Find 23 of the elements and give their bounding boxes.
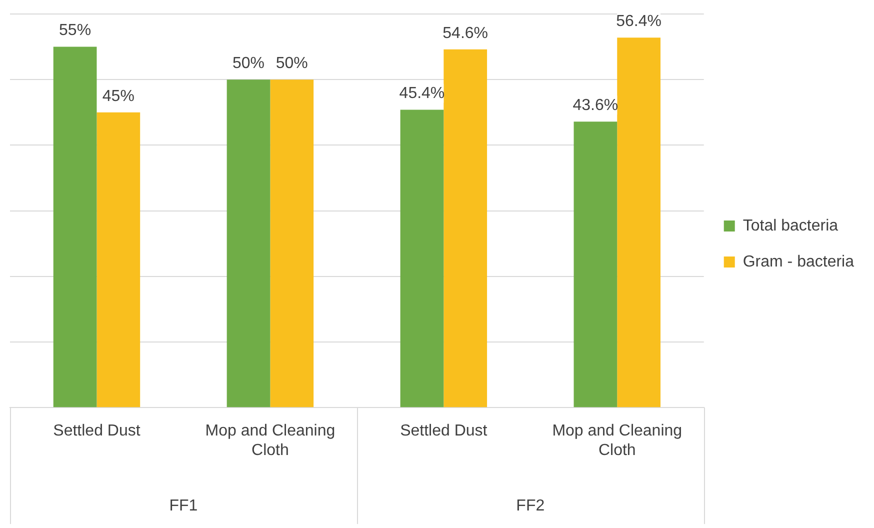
bar (574, 122, 618, 408)
data-label: 50% (276, 55, 308, 72)
bar (53, 46, 97, 408)
bar (400, 110, 444, 408)
bar (270, 80, 314, 408)
legend-label: Gram - bacteria (742, 253, 854, 270)
text: FF1 (169, 497, 198, 514)
x-tick-label: Mop and Cleaning Cloth (205, 422, 336, 459)
data-label: 45% (102, 88, 134, 105)
data-label: 50% (232, 55, 265, 72)
data-label: 54.6% (442, 24, 488, 42)
data-label: 56.4% (616, 13, 662, 30)
bar (226, 80, 270, 408)
bar (96, 112, 140, 408)
data-label: 55% (59, 22, 92, 40)
legend-label: Total bacteria (742, 217, 838, 234)
bar (444, 49, 488, 408)
bar (617, 38, 660, 408)
text: FF2 (516, 497, 545, 514)
x-tick-label: Mop and Cleaning Cloth (552, 422, 682, 459)
x-tick-label: Settled Dust (53, 422, 141, 440)
data-label: 45.4% (399, 85, 445, 102)
x-tick-label: Settled Dust (400, 422, 488, 440)
